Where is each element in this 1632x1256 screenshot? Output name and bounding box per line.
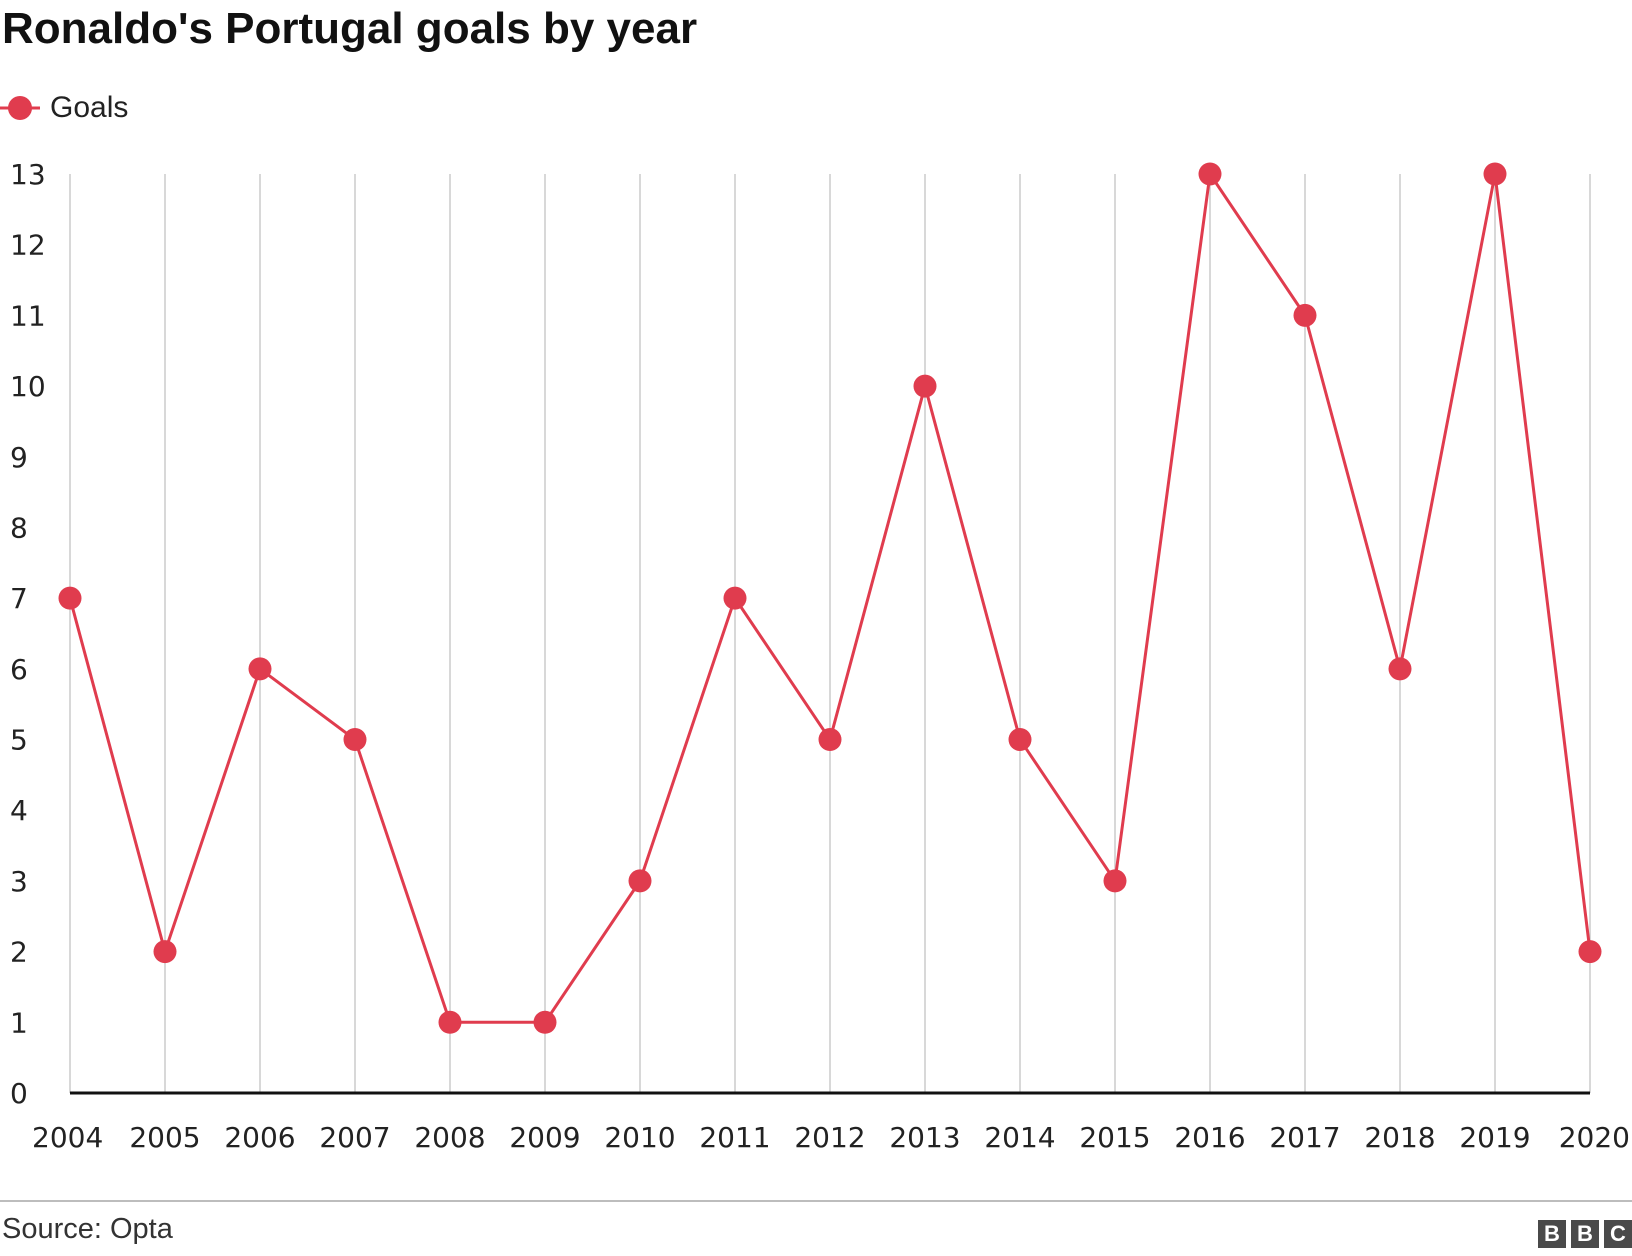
x-tick-label: 2016 [1174, 1121, 1245, 1154]
x-tick-label: 2019 [1459, 1121, 1530, 1154]
y-tick-label: 13 [10, 158, 46, 191]
y-tick-label: 4 [10, 794, 28, 827]
line-with-dot-icon [0, 96, 40, 120]
y-tick-label: 9 [10, 441, 28, 474]
x-tick-label: 2020 [1559, 1121, 1630, 1154]
y-tick-label: 10 [10, 370, 46, 403]
x-tick-label: 2018 [1364, 1121, 1435, 1154]
data-point [628, 869, 652, 893]
bbc-logo-block: B [1538, 1220, 1566, 1248]
chart-title: Ronaldo's Portugal goals by year [2, 4, 698, 53]
x-tick-label: 2009 [509, 1121, 580, 1154]
x-tick-label: 2012 [794, 1121, 865, 1154]
data-point [913, 374, 937, 398]
x-tick-label: 2015 [1079, 1121, 1150, 1154]
bbc-logo-block: C [1604, 1220, 1632, 1248]
x-axis-ticks: 2004 2005 2006 2007 2008 2009 2010 2011 2012 2013… [32, 1121, 1630, 1154]
x-tick-label: 2010 [604, 1121, 675, 1154]
y-tick-label: 0 [10, 1077, 28, 1110]
data-points [58, 162, 1602, 1034]
y-tick-label: 8 [10, 511, 28, 544]
y-tick-label: 3 [10, 865, 28, 898]
y-tick-label: 7 [10, 582, 28, 615]
bbc-logo: B B C [1538, 1220, 1632, 1248]
y-tick-label: 6 [10, 653, 28, 686]
x-tick-label: 2006 [224, 1121, 295, 1154]
data-point [1388, 657, 1412, 681]
bbc-logo-block: B [1571, 1220, 1599, 1248]
data-point [1008, 728, 1032, 752]
x-tick-label: 2013 [889, 1121, 960, 1154]
data-point [1198, 162, 1222, 186]
gridlines [69, 174, 1591, 1093]
x-tick-label: 2017 [1269, 1121, 1340, 1154]
data-point [153, 940, 177, 964]
data-point [248, 657, 272, 681]
data-point [58, 586, 82, 610]
x-tick-label: 2005 [129, 1121, 200, 1154]
data-point [533, 1010, 557, 1034]
data-point [818, 728, 842, 752]
x-tick-label: 2014 [984, 1121, 1055, 1154]
x-tick-label: 2004 [32, 1121, 103, 1154]
y-tick-label: 2 [10, 936, 28, 969]
data-point [438, 1010, 462, 1034]
data-point [1483, 162, 1507, 186]
source-note: Source: Opta [2, 1213, 173, 1245]
y-tick-label: 1 [10, 1006, 28, 1039]
legend: Goals [0, 88, 128, 128]
x-tick-label: 2011 [699, 1121, 770, 1154]
y-tick-label: 12 [10, 229, 46, 262]
data-point [1578, 940, 1602, 964]
footer-divider [0, 1200, 1632, 1202]
data-point [1103, 869, 1127, 893]
x-tick-label: 2008 [414, 1121, 485, 1154]
legend-label: Goals [50, 91, 129, 124]
data-point [343, 728, 367, 752]
data-point [723, 586, 747, 610]
x-tick-label: 2007 [319, 1121, 390, 1154]
y-tick-label: 11 [10, 299, 46, 332]
y-tick-label: 5 [10, 724, 28, 757]
data-point [1293, 303, 1317, 327]
